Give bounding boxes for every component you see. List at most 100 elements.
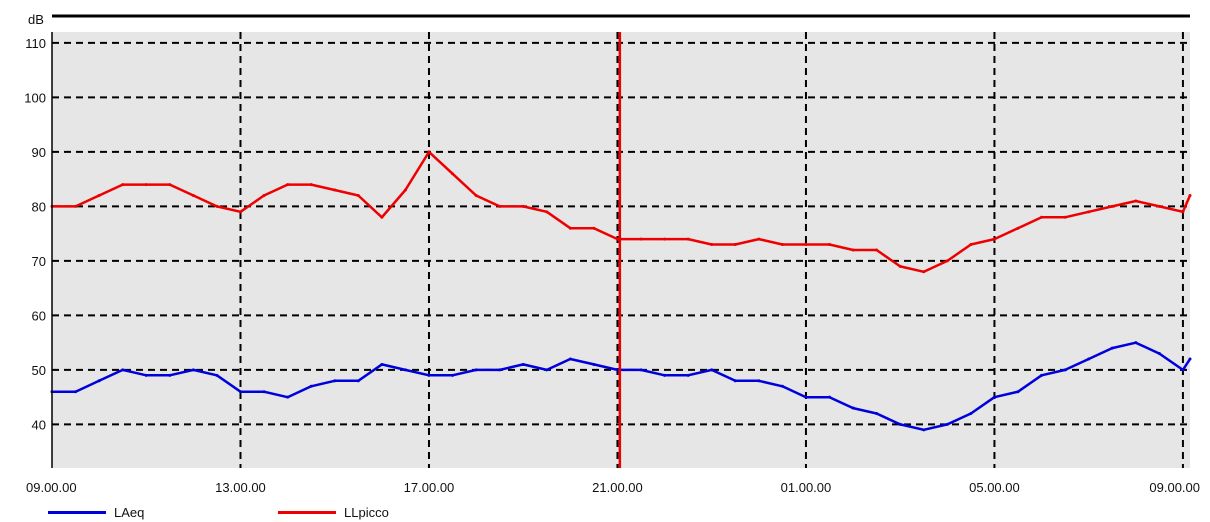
data-point-llpicco [639, 237, 643, 241]
data-point-llpicco [191, 194, 195, 197]
data-point-llpicco [710, 243, 714, 247]
data-point-llpicco [686, 237, 690, 241]
data-point-laeq [757, 379, 761, 383]
y-tick-label: 110 [25, 36, 46, 51]
data-point-llpicco [215, 204, 219, 208]
series-line-llpicco [52, 150, 1192, 274]
data-point-llpicco [1063, 215, 1067, 219]
data-point-llpicco [663, 237, 667, 241]
data-point-laeq [1016, 390, 1020, 394]
data-point-llpicco [1134, 199, 1138, 203]
data-point-llpicco [521, 204, 525, 208]
data-point-laeq [1134, 341, 1138, 345]
legend-item-llpicco: LLpicco [278, 504, 389, 520]
data-point-laeq [1157, 352, 1161, 356]
data-point-laeq [309, 384, 313, 388]
y-tick-labels: 40 50 60 70 80 90 100 110 [24, 36, 46, 432]
data-point-llpicco [851, 248, 855, 252]
data-point-laeq [639, 368, 643, 372]
data-point-llpicco [451, 172, 455, 176]
data-point-llpicco [144, 183, 148, 187]
y-tick-label: 90 [32, 145, 46, 160]
data-point-llpicco [168, 183, 172, 187]
data-point-llpicco [356, 194, 360, 197]
data-point-laeq [215, 373, 219, 377]
data-point-laeq [1087, 357, 1091, 361]
x-tick-label: 09.00.00 [1149, 480, 1200, 495]
data-point-llpicco [828, 243, 832, 247]
data-point-llpicco [1157, 204, 1161, 208]
data-point-laeq [804, 395, 808, 399]
data-point-llpicco [733, 243, 737, 247]
data-point-laeq [969, 412, 973, 415]
y-tick-label: 80 [32, 199, 46, 214]
data-point-laeq [191, 368, 195, 372]
data-point-llpicco [1181, 210, 1185, 214]
series-line-laeq [52, 341, 1192, 432]
data-point-laeq [663, 373, 667, 377]
data-point-laeq [898, 422, 902, 426]
data-point-laeq [451, 373, 455, 377]
data-point-llpicco [74, 204, 78, 208]
x-tick-label: 21.00.00 [592, 480, 643, 495]
data-point-laeq [144, 373, 148, 377]
data-point-llpicco [780, 243, 784, 247]
data-point-llpicco [568, 226, 572, 230]
data-point-llpicco [403, 188, 407, 192]
data-point-llpicco [757, 237, 761, 241]
data-point-llpicco [945, 259, 949, 263]
data-point-llpicco [1110, 204, 1114, 208]
data-point-laeq [474, 368, 478, 372]
data-point-llpicco [969, 243, 973, 247]
data-point-laeq [498, 368, 502, 372]
data-point-llpicco [238, 210, 242, 214]
series-group [50, 150, 1192, 432]
data-point-llpicco [1040, 215, 1044, 219]
data-point-laeq [733, 379, 737, 383]
y-tick-label: 40 [32, 417, 46, 432]
data-point-laeq [710, 368, 714, 372]
y-tick-label: 100 [24, 90, 46, 105]
data-point-laeq [380, 362, 384, 366]
data-point-llpicco [1188, 194, 1192, 197]
y-axis-label: dB [28, 12, 44, 27]
x-tick-label: 13.00.00 [215, 480, 266, 495]
data-point-laeq [427, 373, 431, 377]
data-point-llpicco [992, 237, 996, 241]
data-point-laeq [238, 390, 242, 394]
x-tick-label: 05.00.00 [969, 480, 1020, 495]
data-point-llpicco [804, 243, 808, 247]
data-point-llpicco [1016, 226, 1020, 230]
data-point-laeq [403, 368, 407, 372]
data-point-laeq [1063, 368, 1067, 372]
legend-label-laeq: LAeq [114, 504, 145, 520]
x-tick-label: 01.00.00 [781, 480, 832, 495]
y-tick-label: 50 [32, 363, 46, 378]
data-point-llpicco [875, 248, 879, 252]
data-point-laeq [992, 395, 996, 399]
data-point-laeq [1181, 368, 1185, 372]
data-point-laeq [168, 373, 172, 377]
data-point-llpicco [898, 264, 902, 268]
data-point-llpicco [333, 188, 337, 192]
data-point-llpicco [380, 215, 384, 219]
data-point-llpicco [97, 194, 101, 197]
data-point-laeq [945, 422, 949, 426]
data-point-llpicco [922, 270, 926, 274]
data-point-laeq [592, 362, 596, 366]
data-point-llpicco [262, 194, 266, 197]
legend-swatch-laeq [48, 510, 106, 514]
data-point-laeq [121, 368, 125, 372]
data-point-laeq [568, 357, 572, 361]
data-point-laeq [286, 395, 290, 399]
data-point-laeq [1188, 357, 1192, 361]
data-point-llpicco [427, 150, 431, 154]
data-point-llpicco [1087, 210, 1091, 214]
data-point-llpicco [615, 237, 619, 241]
data-point-laeq [521, 362, 525, 366]
data-point-laeq [1110, 346, 1114, 350]
data-point-laeq [545, 368, 549, 372]
data-point-llpicco [474, 194, 478, 197]
legend-swatch-llpicco [278, 510, 336, 514]
